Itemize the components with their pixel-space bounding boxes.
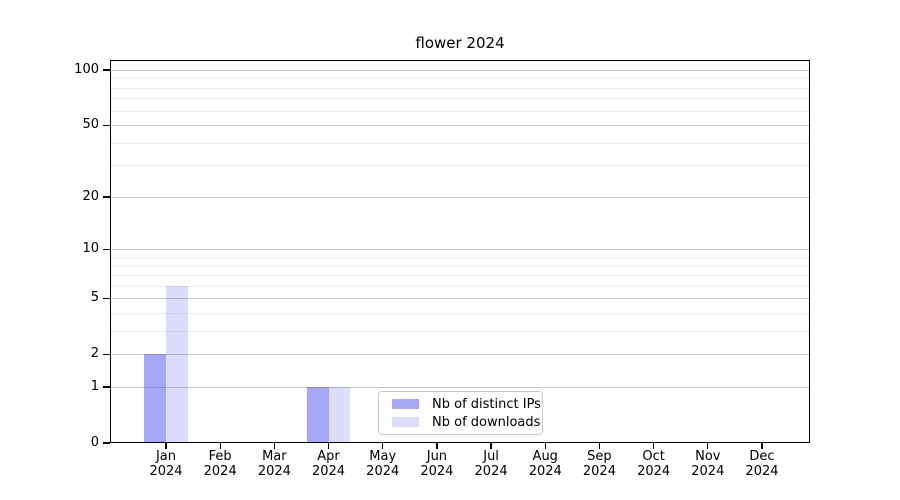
x-tick-month: Mar — [262, 449, 287, 464]
gridline-major — [110, 125, 810, 127]
gridline-minor — [110, 256, 810, 258]
x-tick-month: Nov — [695, 449, 721, 464]
x-tick-label: Oct 2024 — [626, 449, 682, 479]
x-tick-year: 2024 — [474, 464, 508, 479]
x-tick-label: Jul 2024 — [463, 449, 519, 479]
x-tick-year: 2024 — [745, 464, 779, 479]
x-tick — [490, 443, 492, 449]
y-tick — [103, 353, 110, 355]
gridline-major — [110, 354, 810, 356]
gridline-major — [110, 196, 810, 198]
gridline-major — [110, 249, 810, 251]
x-tick — [761, 443, 763, 449]
gridline-major — [110, 298, 810, 300]
legend-item-distinct-ips: Nb of distinct IPs — [385, 397, 541, 412]
bar-distinct-ips-apr — [306, 386, 329, 443]
legend-item-downloads: Nb of downloads — [385, 415, 540, 430]
x-tick-year: 2024 — [691, 464, 725, 479]
x-tick-year: 2024 — [420, 464, 454, 479]
legend: Nb of distinct IPs Nb of downloads — [378, 391, 543, 435]
gridline-minor — [110, 110, 810, 112]
legend-swatch-downloads — [392, 417, 419, 427]
x-tick-label: Jan 2024 — [138, 449, 194, 479]
bar-downloads-jan — [166, 285, 188, 443]
y-tick-label: 100 — [74, 62, 99, 77]
x-tick — [273, 443, 276, 449]
y-tick-label: 50 — [82, 117, 99, 133]
x-tick-month: Feb — [208, 449, 232, 464]
gridline-minor — [110, 165, 810, 167]
gridline-minor — [110, 98, 810, 100]
y-tick-label: 20 — [82, 188, 99, 204]
x-tick-year: 2024 — [311, 464, 346, 479]
x-tick-label: Sep 2024 — [571, 449, 627, 479]
x-tick — [598, 443, 601, 449]
x-tick — [653, 443, 655, 449]
x-tick-label: Jun 2024 — [409, 449, 465, 479]
x-tick — [165, 443, 167, 449]
y-tick — [103, 386, 110, 388]
bar-downloads-apr — [328, 386, 351, 443]
x-tick-month: Dec — [749, 449, 775, 464]
y-tick — [103, 248, 110, 250]
y-tick — [103, 124, 110, 126]
x-tick-month: May — [369, 449, 397, 464]
x-tick — [544, 443, 546, 449]
x-tick-year: 2024 — [203, 464, 237, 479]
x-tick — [707, 443, 709, 449]
x-tick-label: Apr 2024 — [301, 449, 357, 479]
x-tick — [382, 443, 384, 449]
gridline-minor — [110, 142, 810, 144]
legend-swatch-distinct-ips — [392, 399, 419, 409]
x-tick — [327, 443, 330, 449]
gridline-minor — [110, 87, 810, 89]
legend-label-downloads: Nb of downloads — [432, 414, 541, 430]
y-tick-label: 2 — [90, 346, 99, 362]
x-tick-label: Dec 2024 — [734, 449, 790, 479]
x-tick-year: 2024 — [528, 464, 562, 479]
y-tick — [103, 297, 110, 299]
x-tick-month: Oct — [642, 449, 665, 464]
x-tick-month: Jan — [155, 449, 177, 464]
chart-title: flower 2024 — [415, 34, 505, 52]
gridline-minor — [110, 265, 810, 267]
gridline-major — [110, 386, 810, 388]
y-tick-label: 5 — [90, 290, 99, 306]
x-tick — [436, 443, 438, 449]
x-tick-year: 2024 — [257, 464, 291, 479]
x-tick-month: Sep — [587, 449, 612, 464]
x-tick-year: 2024 — [637, 464, 671, 479]
y-tick — [103, 69, 110, 71]
gridline-major — [110, 70, 810, 71]
x-tick-year: 2024 — [149, 464, 183, 479]
gridline-minor — [110, 274, 810, 276]
y-tick — [103, 196, 110, 198]
x-tick-month: Jul — [483, 449, 499, 464]
x-tick-month: Aug — [532, 449, 558, 464]
gridline-minor — [110, 78, 810, 80]
y-tick-label: 1 — [90, 378, 99, 394]
x-tick-label: Mar 2024 — [246, 449, 302, 479]
gridline-minor — [110, 285, 810, 287]
x-tick-label: May 2024 — [355, 449, 411, 479]
legend-label-distinct-ips: Nb of distinct IPs — [432, 396, 541, 412]
bar-distinct-ips-jan — [144, 354, 166, 443]
x-tick-year: 2024 — [582, 464, 616, 479]
gridline-minor — [110, 312, 810, 314]
x-tick-label: Aug 2024 — [517, 449, 573, 479]
y-tick — [103, 442, 110, 444]
gridline-minor — [110, 330, 810, 332]
y-tick-label: 0 — [90, 435, 99, 450]
y-tick-label: 10 — [82, 241, 99, 257]
x-tick-year: 2024 — [366, 464, 400, 479]
x-tick-label: Nov 2024 — [680, 449, 736, 479]
plot-area — [110, 60, 810, 443]
x-tick-label: Feb 2024 — [192, 449, 248, 479]
x-tick-month: Apr — [317, 449, 340, 464]
x-tick — [219, 443, 221, 449]
x-tick-month: Jun — [426, 449, 448, 464]
